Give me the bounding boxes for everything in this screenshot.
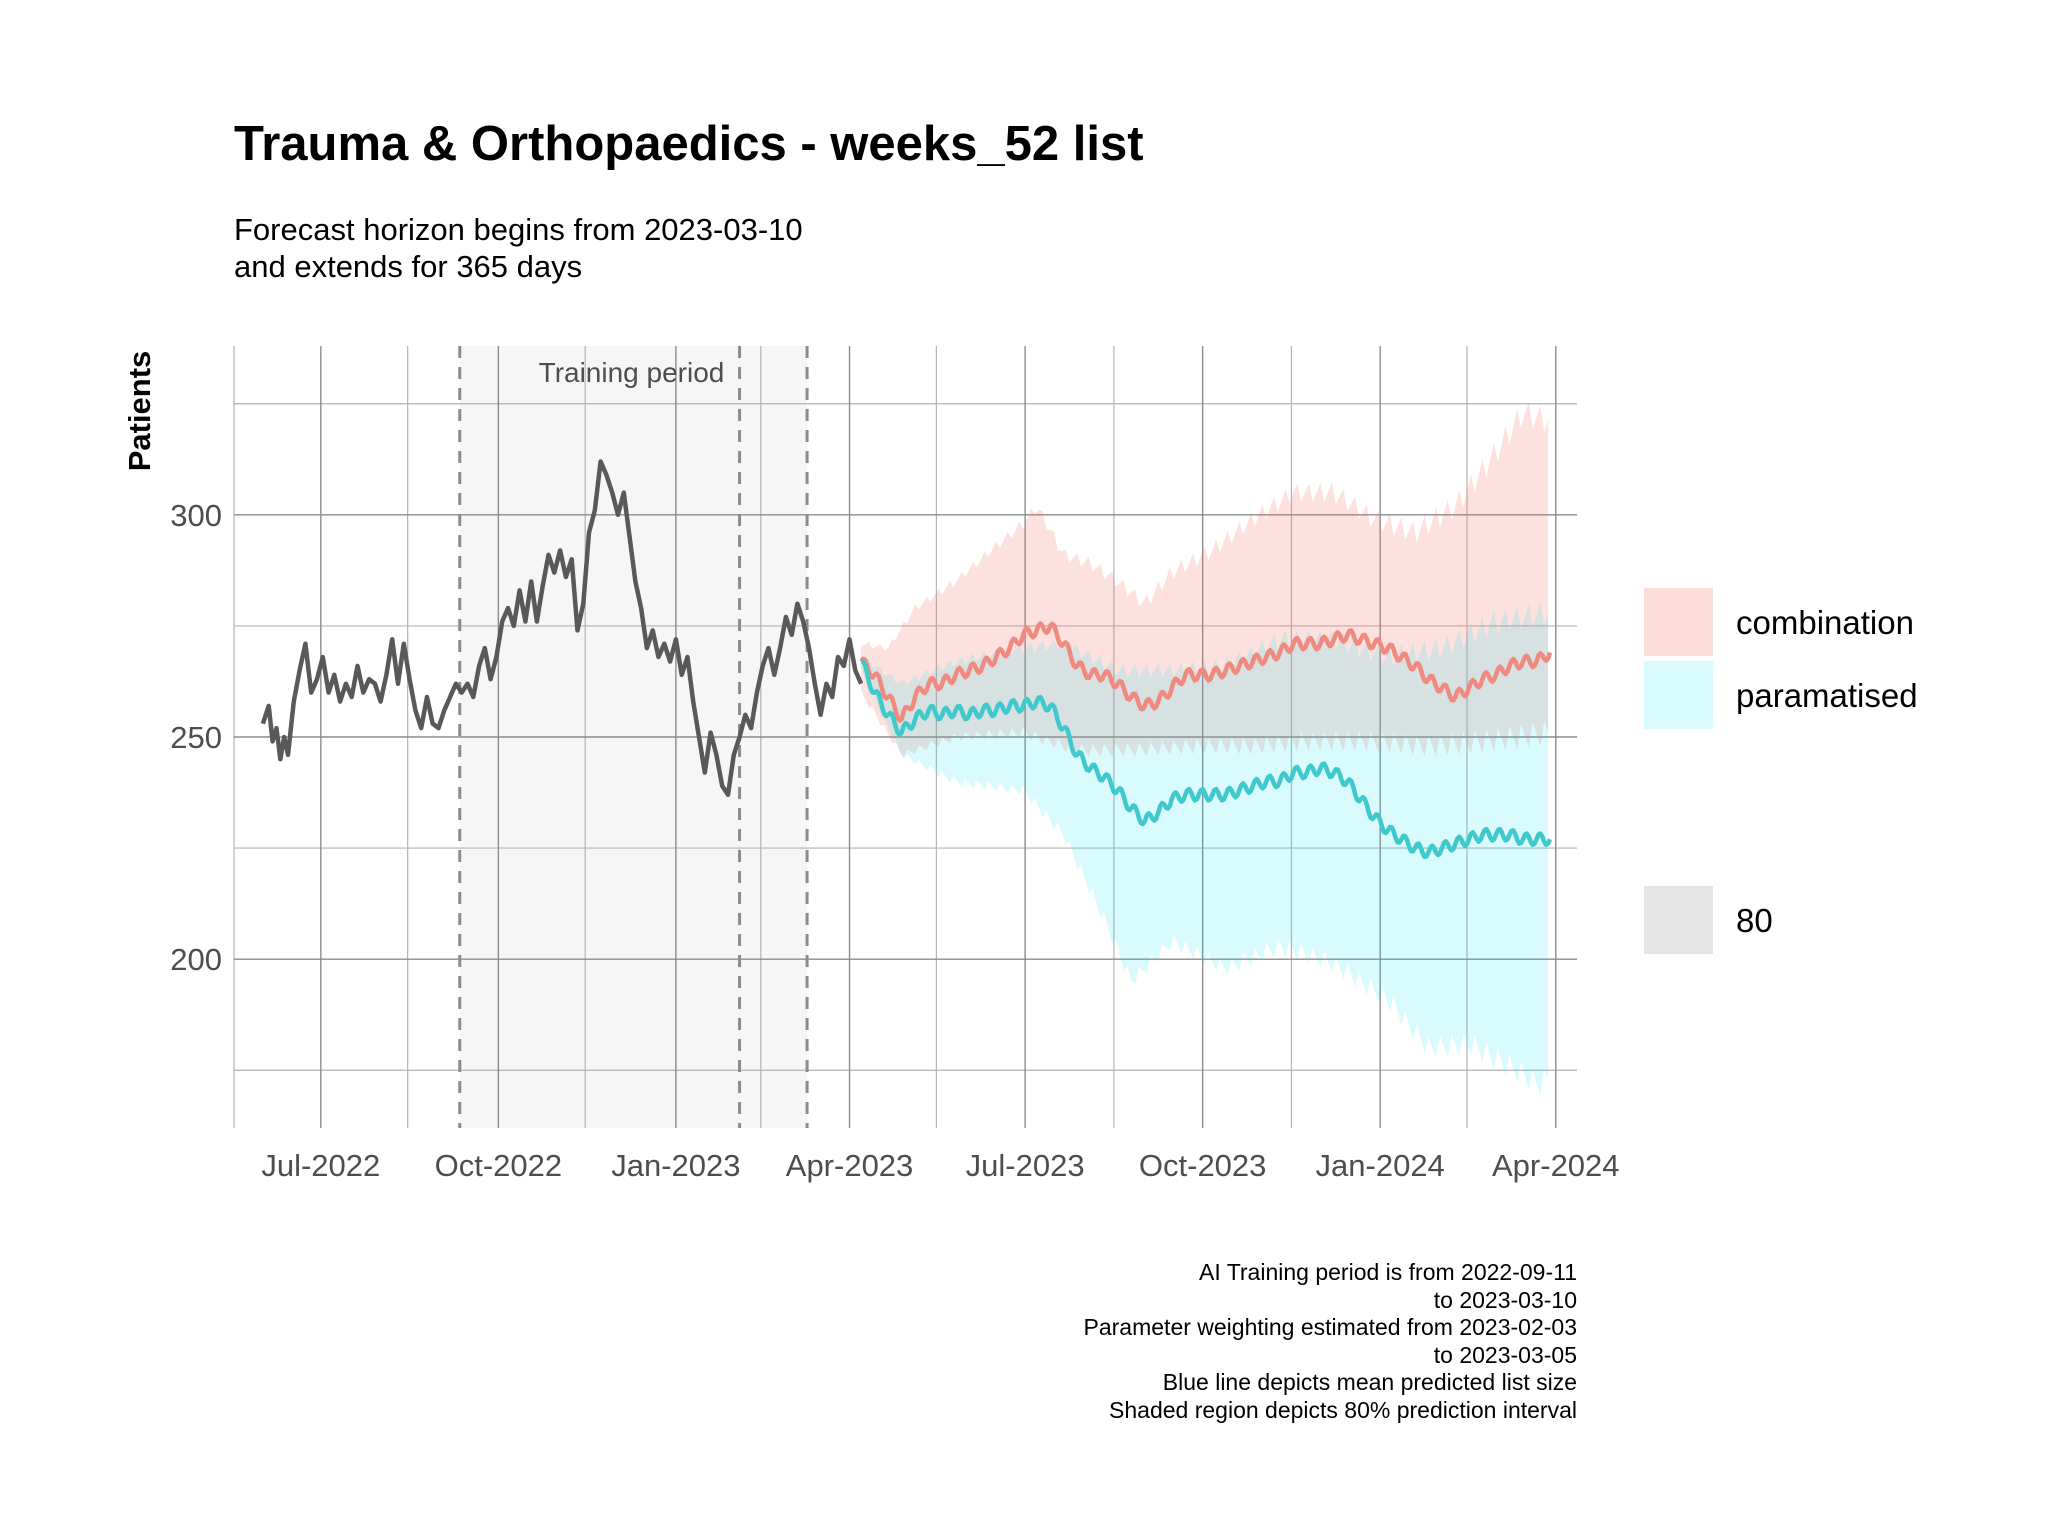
caption: AI Training period is from 2022-09-11 to… (1084, 1259, 1577, 1423)
chart-title: Trauma & Orthopaedics - weeks_52 list (234, 117, 1144, 171)
mean-line-combination (859, 621, 1553, 723)
interval-ribbon-paramatised (861, 601, 1549, 1095)
caption-line-3: Parameter weighting estimated from 2023-… (1084, 1314, 1577, 1340)
y-tick-label: 200 (170, 942, 222, 977)
x-tick-label: Jan-2024 (1316, 1148, 1445, 1183)
x-tick-label: Jan-2023 (611, 1148, 740, 1183)
legend-swatch-interval-80 (1644, 886, 1713, 954)
x-tick-label: Oct-2022 (435, 1148, 563, 1183)
caption-line-6: Shaded region depicts 80% prediction int… (1109, 1397, 1577, 1423)
x-tick-label: Jul-2022 (261, 1148, 380, 1183)
y-tick-label: 300 (170, 498, 222, 533)
legend-label-combination: combination (1736, 604, 1914, 641)
caption-line-5: Blue line depicts mean predicted list si… (1163, 1369, 1577, 1395)
caption-line-4: to 2023-03-05 (1434, 1342, 1577, 1368)
y-axis-label: Patients (122, 351, 157, 472)
legend-label-paramatised: paramatised (1736, 677, 1918, 714)
training-period-label: Training period (539, 357, 725, 388)
caption-line-2: to 2023-03-10 (1434, 1287, 1577, 1313)
legend-swatch-combination (1644, 588, 1713, 656)
x-tick-label: Jul-2023 (966, 1148, 1085, 1183)
y-tick-label: 250 (170, 720, 222, 755)
plot-area: Jul-2022 Oct-2022 Jan-2023 Apr-2023 Jul-2023… (170, 346, 1620, 1183)
mean-line-paramatised (860, 659, 1553, 860)
x-tick-label: Oct-2023 (1139, 1148, 1267, 1183)
x-tick-label: Apr-2024 (1492, 1148, 1620, 1183)
chart-subtitle-line-2: and extends for 365 days (234, 249, 582, 284)
interval-ribbon-combination (861, 402, 1549, 758)
caption-line-1: AI Training period is from 2022-09-11 (1199, 1259, 1577, 1285)
chart-subtitle-line-1: Forecast horizon begins from 2023-03-10 (234, 212, 803, 247)
observed-series-line (260, 459, 864, 798)
legend-swatch-paramatised (1644, 661, 1713, 729)
legend: combination paramatised 80 (1644, 588, 1918, 954)
x-tick-label: Apr-2023 (786, 1148, 914, 1183)
legend-label-interval-80: 80 (1736, 902, 1773, 939)
